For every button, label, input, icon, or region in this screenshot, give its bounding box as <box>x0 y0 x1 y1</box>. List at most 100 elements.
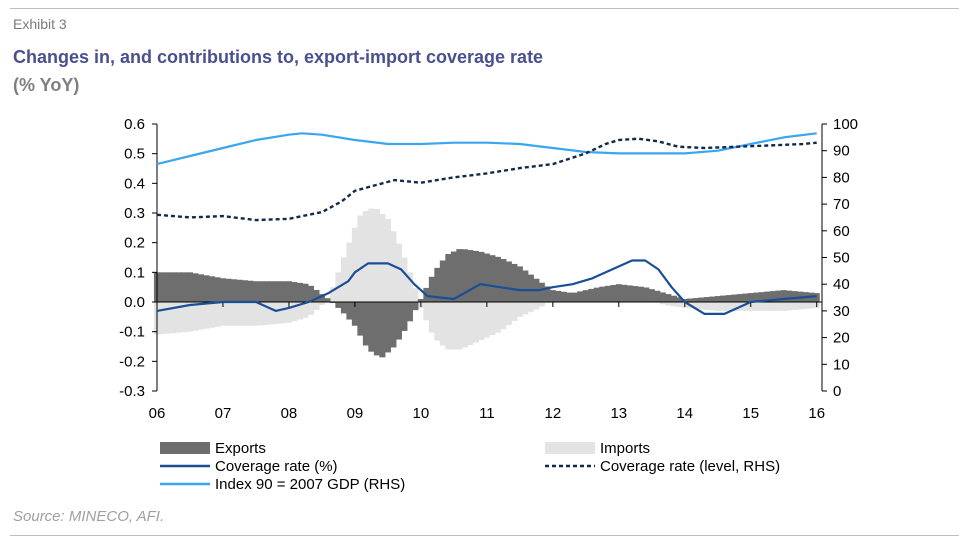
imports-bar <box>252 302 260 326</box>
imports-bar <box>296 302 303 320</box>
chart-title: Changes in, and contributions to, export… <box>13 47 544 67</box>
exports-bar <box>753 292 760 302</box>
imports-bar <box>725 302 732 311</box>
imports-bar <box>291 302 298 322</box>
exports-bar <box>186 272 194 302</box>
legend-label-imports: Imports <box>600 440 650 457</box>
imports-bar <box>670 302 677 307</box>
exports-bar <box>654 290 661 302</box>
imports-bar <box>362 211 369 302</box>
exports-bar <box>544 286 551 302</box>
imports-bar <box>797 302 804 310</box>
imports-bar <box>692 302 699 309</box>
x-tick-label: 09 <box>347 405 364 422</box>
exports-bar <box>659 292 666 302</box>
exports-bar <box>676 297 683 302</box>
exports-bar <box>478 251 485 302</box>
exports-bar <box>203 275 210 302</box>
imports-bar <box>709 302 716 311</box>
exports-bar <box>758 292 765 302</box>
exports-bar <box>236 279 243 302</box>
y-right-tick-label: 70 <box>833 196 850 213</box>
y-left-tick-label: 0.3 <box>124 205 145 222</box>
imports-bar <box>461 302 468 348</box>
x-tick-label: 07 <box>215 405 232 422</box>
top-rule <box>10 8 959 9</box>
imports-bar <box>742 302 749 311</box>
imports-bar <box>527 302 534 312</box>
exports-bar <box>687 298 694 302</box>
exports-bar <box>362 302 369 346</box>
exports-bar <box>549 290 556 302</box>
chart-subtitle: (% YoY) <box>13 75 80 95</box>
exports-bar <box>269 281 276 302</box>
imports-bar <box>219 302 227 326</box>
y-left-tick-label: 0.5 <box>124 146 145 163</box>
legend-label-exports: Exports <box>215 440 266 457</box>
exports-bar <box>357 302 364 336</box>
exports-bar <box>450 251 457 302</box>
chart: 0.60.50.40.30.20.10.0-0.1-0.2-0.31009080… <box>119 116 858 493</box>
imports-bar <box>225 302 232 326</box>
exports-bar <box>643 287 650 302</box>
x-tick-label: 16 <box>808 405 825 422</box>
exports-bar <box>379 302 386 358</box>
exports-bar <box>373 302 380 356</box>
imports-bar <box>478 302 485 341</box>
exports-bar <box>483 253 490 302</box>
exports-bar <box>511 263 518 302</box>
imports-bar <box>714 302 721 311</box>
imports-bar <box>313 302 320 310</box>
exports-bar <box>307 285 314 302</box>
imports-bar <box>186 302 194 332</box>
exports-bar <box>725 295 732 302</box>
exports-bar <box>813 293 820 302</box>
imports-bar <box>203 302 210 329</box>
exports-bar <box>335 302 342 308</box>
exports-bar <box>461 249 468 302</box>
exports-bar <box>615 284 622 302</box>
exports-bar <box>632 286 639 302</box>
exports-bar <box>434 267 441 302</box>
imports-bar <box>456 302 463 350</box>
exports-bar <box>428 276 435 302</box>
imports-bar <box>780 302 787 311</box>
exports-bar <box>505 261 512 302</box>
x-tick-label: 06 <box>149 405 166 422</box>
exports-bar <box>445 254 452 302</box>
x-tick-label: 11 <box>479 405 495 422</box>
exports-bar <box>775 290 782 302</box>
exports-bar <box>747 293 754 302</box>
exports-bar <box>263 281 271 302</box>
exports-bar <box>252 281 260 302</box>
exports-bar <box>285 281 292 302</box>
exports-bar <box>522 270 529 302</box>
imports-bar <box>401 257 408 302</box>
exports-bar <box>340 302 347 314</box>
exports-bar <box>714 296 721 302</box>
exports-bar <box>555 290 562 302</box>
imports-bar <box>423 302 430 321</box>
imports-bar <box>791 302 798 310</box>
imports-bar <box>500 302 507 330</box>
exports-bar <box>192 273 199 302</box>
exports-bar <box>637 286 644 302</box>
exports-bar <box>197 274 205 302</box>
exports-bar <box>395 302 402 340</box>
imports-bar <box>170 302 177 334</box>
imports-bar <box>406 272 413 302</box>
y-right-tick-label: 40 <box>833 276 850 293</box>
y-left-tick-label: 0.2 <box>124 235 145 252</box>
imports-bar <box>285 302 292 323</box>
imports-bar <box>720 302 727 311</box>
exports-bar <box>170 272 177 302</box>
exports-bar <box>384 302 391 353</box>
imports-bar <box>236 302 243 326</box>
imports-bar <box>307 302 314 315</box>
exports-bar <box>439 260 446 302</box>
y-right-tick-label: 50 <box>833 250 850 267</box>
exports-bar <box>390 302 397 348</box>
y-right-tick-label: 10 <box>833 356 850 373</box>
imports-bar <box>368 208 375 302</box>
imports-bar <box>494 302 501 333</box>
